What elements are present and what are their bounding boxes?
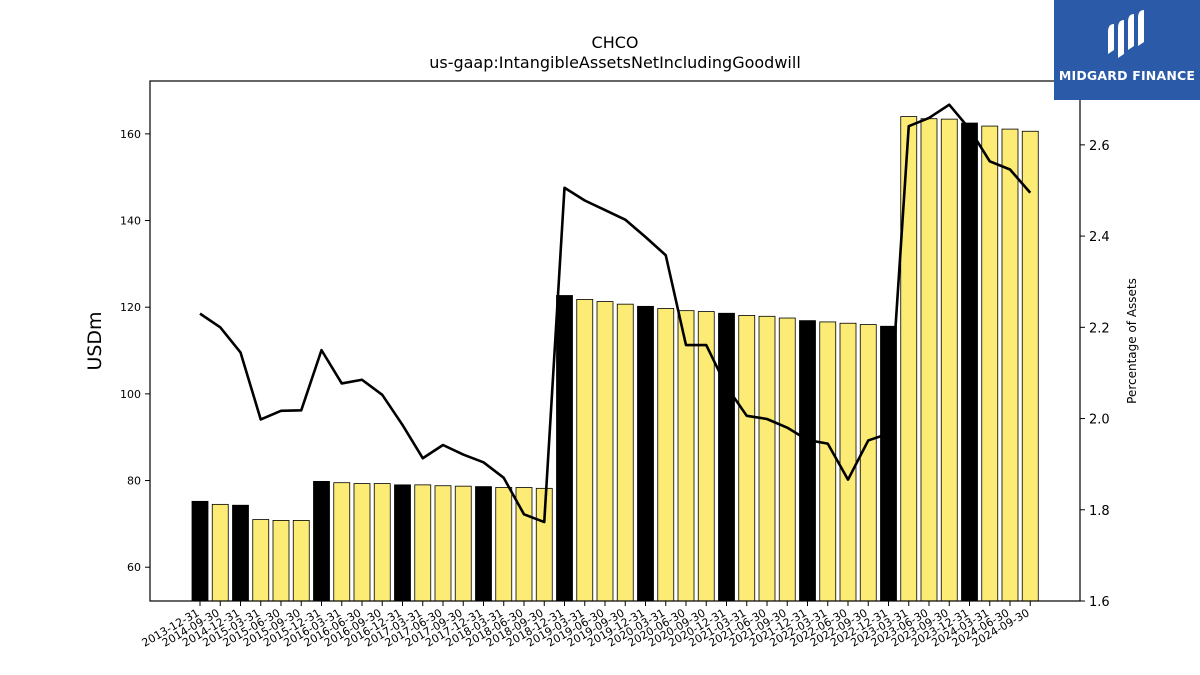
- y-axis-right-label: Percentage of Assets: [1125, 278, 1139, 404]
- y-left-tick-label: 80: [127, 475, 141, 488]
- bar: [718, 312, 735, 602]
- logo-text: MIDGARD FINANCE: [1058, 68, 1196, 83]
- bar: [778, 317, 796, 602]
- bar: [616, 303, 634, 602]
- bar: [859, 324, 877, 602]
- brand-logo: MIDGARD FINANCE: [1054, 0, 1200, 100]
- y-right-tick-label: 2.6: [1089, 139, 1110, 154]
- bar: [961, 122, 978, 602]
- chart-title: CHCO: [592, 33, 639, 52]
- bar: [981, 125, 999, 602]
- bar: [333, 482, 351, 602]
- midgard-logo-icon: [1108, 10, 1144, 58]
- bar: [738, 315, 756, 602]
- y-right-tick-label: 2.4: [1089, 230, 1110, 245]
- bar: [920, 118, 938, 602]
- bar: [1001, 128, 1019, 602]
- y-right-tick-label: 2.0: [1089, 413, 1110, 428]
- y-left-tick-label: 120: [120, 301, 141, 314]
- bar: [454, 485, 472, 602]
- bar: [353, 483, 371, 602]
- y-right-tick-label: 2.2: [1089, 321, 1110, 336]
- bar: [414, 484, 432, 602]
- y-left-tick-label: 60: [127, 561, 141, 574]
- percentage-line: [199, 103, 1032, 524]
- bar: [677, 310, 695, 602]
- y-left-tick-label: 140: [120, 215, 141, 228]
- bar: [657, 308, 675, 602]
- bar: [576, 298, 594, 602]
- y-right-tick-label: 1.6: [1089, 595, 1110, 610]
- y-axis-left-label: USDm: [84, 311, 106, 370]
- bar: [839, 322, 857, 602]
- bar: [900, 116, 918, 602]
- bar: [758, 315, 776, 602]
- bar: [211, 503, 229, 602]
- bar: [799, 320, 816, 602]
- bar: [819, 321, 837, 602]
- y-right-tick-label: 1.8: [1089, 504, 1110, 519]
- bar: [191, 500, 209, 602]
- bar: [292, 520, 310, 602]
- plot-frame: [149, 80, 1081, 602]
- bar: [495, 487, 513, 602]
- bar: [394, 484, 411, 602]
- bar: [475, 486, 492, 602]
- bar: [434, 485, 452, 602]
- bar: [252, 519, 270, 602]
- y-left-tick-label: 160: [120, 128, 141, 141]
- bar: [1021, 130, 1039, 602]
- bar: [940, 118, 958, 602]
- bar: [313, 480, 330, 602]
- bar: [637, 305, 654, 602]
- bar: [272, 520, 290, 602]
- y-left-tick-label: 100: [120, 388, 141, 401]
- bar: [556, 295, 573, 602]
- chart-subtitle: us-gaap:IntangibleAssetsNetIncludingGood…: [429, 53, 801, 72]
- bar: [596, 301, 614, 602]
- bar: [232, 504, 249, 602]
- bar: [373, 483, 391, 602]
